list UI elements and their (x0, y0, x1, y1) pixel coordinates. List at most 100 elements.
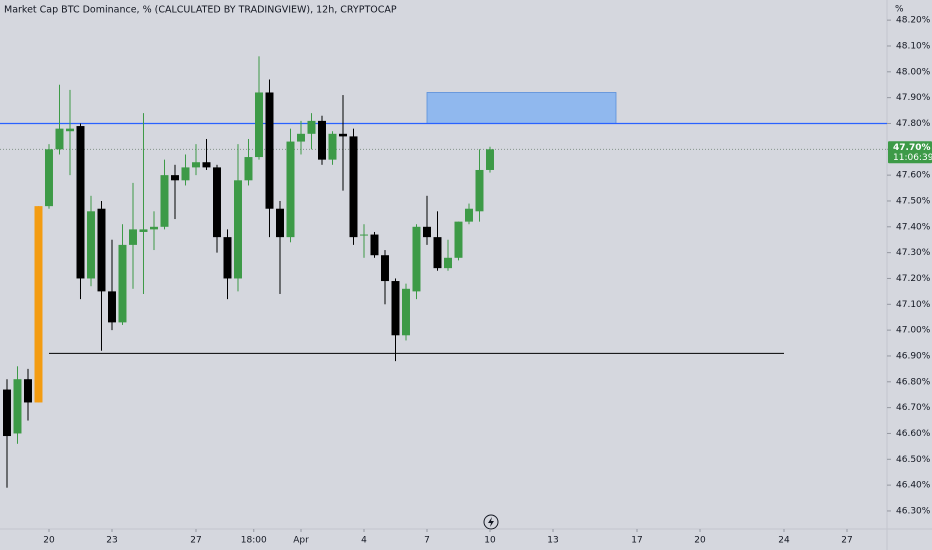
candle (255, 56, 263, 160)
candle (108, 239, 116, 331)
candle (24, 368, 32, 421)
candle-body (97, 208, 106, 292)
candle (171, 164, 179, 220)
x-tick-label: 13 (547, 536, 558, 546)
candle-body (129, 229, 137, 245)
x-tick-label: 23 (106, 536, 117, 546)
y-tick-label: 46.70% (896, 403, 931, 413)
x-tick-label: 4 (361, 536, 367, 546)
candle-body (202, 162, 211, 168)
candle-body (3, 389, 11, 437)
candle-body (370, 234, 379, 256)
candle (381, 250, 389, 305)
candle (486, 146, 494, 173)
candle (118, 224, 127, 325)
candle (34, 206, 43, 403)
candle (465, 203, 473, 225)
candle (139, 113, 148, 294)
candle (391, 278, 400, 362)
candle (202, 138, 211, 170)
candle-body (402, 288, 410, 336)
x-tick-label: 10 (484, 536, 496, 546)
candle-body (276, 208, 284, 238)
candle (55, 84, 64, 155)
candle (402, 283, 410, 341)
candle (339, 95, 347, 191)
y-tick-label: 47.60% (896, 171, 931, 181)
candle (45, 144, 53, 209)
x-tick-label: 20 (694, 536, 706, 546)
candle (244, 138, 253, 186)
x-tick-label: 17 (631, 536, 642, 546)
candle-body (454, 221, 463, 258)
candle-body (13, 379, 22, 434)
countdown: 11:06:39 (893, 153, 932, 163)
candle-body (181, 167, 190, 181)
icon-bolt (488, 517, 494, 527)
y-tick-label: 46.90% (896, 351, 931, 361)
y-tick-label: 47.90% (896, 93, 931, 103)
replay-icon[interactable] (483, 514, 499, 530)
candle (3, 379, 11, 488)
candle-body (45, 149, 53, 207)
candle (370, 231, 379, 258)
candle-body (265, 92, 274, 209)
candle (97, 200, 106, 351)
x-tick-label: Apr (293, 536, 309, 546)
candle (475, 149, 484, 222)
candle-body (24, 379, 32, 403)
icon-circle (483, 514, 499, 530)
candle (66, 89, 74, 176)
x-tick-label: 27 (841, 536, 852, 546)
candle-body (339, 133, 347, 137)
price-tag-label: 47.70% (893, 143, 931, 153)
candle (276, 200, 284, 294)
y-tick-label: 48.20% (896, 16, 931, 26)
price-tag (888, 141, 932, 164)
y-tick-label: 46.40% (896, 481, 931, 491)
candle-body (423, 226, 431, 238)
candle-body (87, 211, 95, 279)
candle-body (297, 133, 305, 142)
candle (328, 131, 337, 165)
y-tick-label: 48.00% (896, 67, 931, 77)
candle (360, 224, 368, 258)
x-tick-label: 18:00 (241, 536, 267, 546)
y-tick-label: 46.80% (896, 377, 931, 387)
x-tick-label: 27 (190, 536, 201, 546)
candle-body (444, 257, 452, 269)
candle (318, 115, 326, 165)
candle (223, 229, 232, 300)
candle-body (465, 208, 473, 222)
candle (454, 221, 463, 261)
candle-body (118, 244, 127, 323)
candle-body (192, 162, 200, 168)
candle-body (223, 237, 232, 279)
candle (181, 154, 190, 186)
candle-body (318, 120, 326, 160)
candle-body (213, 167, 221, 238)
candle (297, 120, 305, 155)
candle-body (475, 169, 484, 212)
candle-body (160, 175, 169, 227)
candle (412, 224, 421, 300)
x-tick-label: 7 (424, 536, 430, 546)
candle-body (255, 92, 263, 158)
y-tick-label: 47.30% (896, 248, 931, 258)
candle (234, 144, 242, 292)
y-tick-label: 47.40% (896, 222, 931, 232)
candle-body (139, 229, 148, 232)
candle-body (76, 126, 85, 279)
candle (213, 164, 221, 253)
candle (433, 211, 442, 271)
candle-body (486, 149, 494, 170)
candle-body (391, 281, 400, 336)
unit-label: % (895, 5, 904, 15)
candle-body (286, 141, 295, 238)
candle-body (349, 136, 358, 238)
y-tick-label: 47.80% (896, 119, 931, 129)
y-tick-label: 46.30% (896, 506, 931, 516)
y-tick-label: 47.50% (896, 196, 931, 206)
